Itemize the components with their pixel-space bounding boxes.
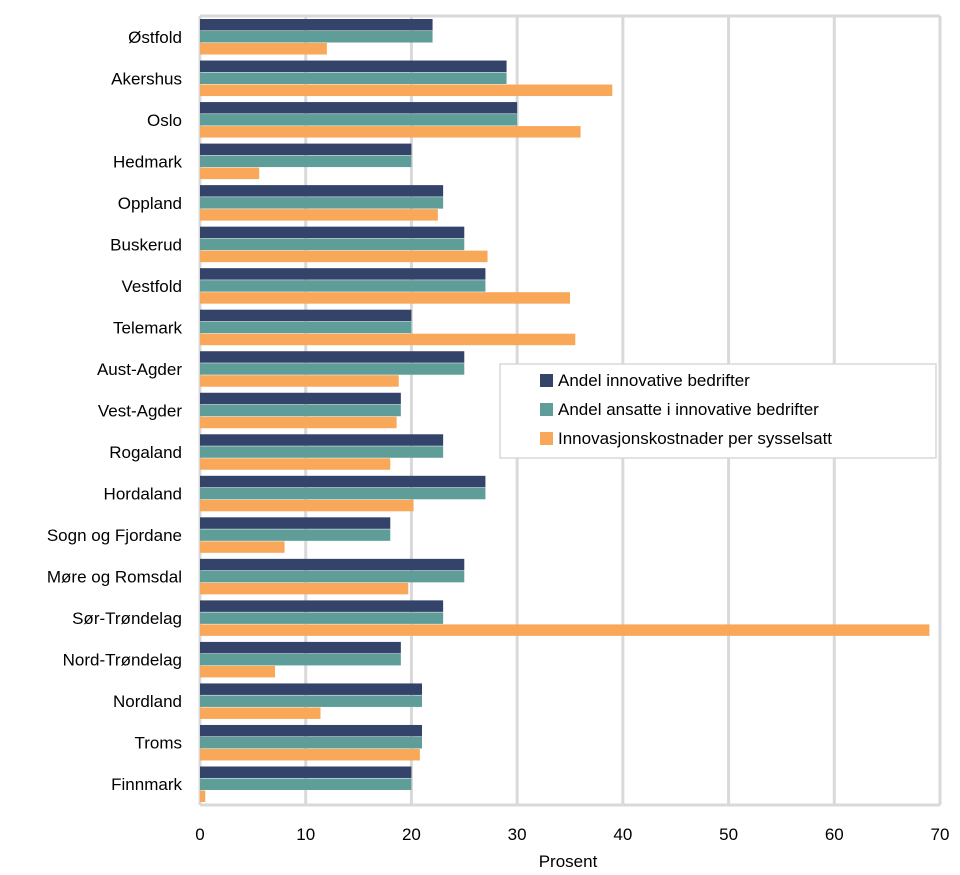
legend-label: Andel innovative bedrifter [558, 371, 750, 390]
bar [200, 458, 391, 470]
x-axis-title: Prosent [539, 852, 598, 871]
x-tick-label: 50 [719, 825, 738, 844]
category-label: Nordland [113, 692, 182, 711]
x-tick-label: 70 [931, 825, 950, 844]
category-label: Hordaland [104, 485, 182, 504]
bar [200, 570, 465, 583]
bar [200, 475, 486, 488]
category-label: Vest-Agder [98, 402, 182, 421]
bar [200, 392, 401, 405]
legend-swatch [540, 403, 553, 416]
bar [200, 641, 401, 654]
bar [200, 724, 422, 737]
x-tick-labels: 0 10 20 30 40 50 60 70 [195, 825, 949, 844]
bar [200, 612, 444, 624]
bars [200, 19, 930, 802]
category-label: Møre og Romsdal [47, 568, 182, 587]
bar [200, 748, 420, 761]
bar [200, 778, 412, 790]
category-label: Troms [134, 734, 182, 753]
bar [200, 72, 507, 85]
legend-swatch [540, 432, 553, 445]
bar [200, 499, 414, 512]
bar [200, 487, 486, 500]
bar [200, 309, 412, 322]
bar [200, 375, 399, 387]
x-tick-label: 30 [508, 825, 527, 844]
bar [200, 766, 412, 778]
category-label: Østfold [128, 28, 182, 47]
bar [200, 333, 576, 346]
bar [200, 280, 486, 292]
bar [200, 155, 412, 168]
bar [200, 321, 412, 334]
bar [200, 416, 397, 429]
bar [200, 446, 444, 458]
bar [200, 653, 401, 666]
bar [200, 126, 581, 138]
bar [200, 434, 444, 446]
bar [200, 582, 409, 595]
category-label: Buskerud [110, 235, 182, 254]
bar [200, 268, 486, 280]
category-label: Sør-Trøndelag [72, 609, 182, 628]
category-labels: Østfold Akershus Oslo Hedmark Oppland Buskeru… [47, 28, 183, 794]
category-label: Oppland [118, 194, 182, 213]
bar [200, 517, 391, 529]
legend-swatch [540, 374, 553, 387]
category-label: Aust-Agder [97, 360, 182, 379]
bar [200, 683, 422, 695]
bar [200, 736, 422, 749]
category-label: Rogaland [109, 443, 182, 462]
x-tick-label: 60 [825, 825, 844, 844]
bar [200, 114, 518, 126]
bar [200, 600, 444, 612]
legend: Andel innovative bedrifter Andel ansatte … [499, 363, 937, 459]
bar [200, 404, 401, 417]
bar [200, 143, 412, 156]
bar [200, 60, 507, 73]
x-tick-label: 10 [296, 825, 315, 844]
category-label: Sogn og Fjordane [47, 526, 182, 545]
x-tick-label: 40 [613, 825, 632, 844]
legend-label: Innovasjonskostnader per sysselsatt [558, 429, 832, 448]
legend-box [499, 363, 937, 459]
bar [200, 363, 465, 375]
bar [200, 31, 433, 43]
category-label: Oslo [147, 111, 182, 130]
bar [200, 624, 930, 636]
bar [200, 43, 327, 55]
bar [200, 529, 391, 541]
bar [200, 292, 570, 304]
bar [200, 250, 488, 263]
x-tick-label: 20 [402, 825, 421, 844]
bar [200, 197, 444, 209]
bar [200, 541, 285, 553]
bar [200, 102, 518, 114]
legend-label: Andel ansatte i innovative bedrifter [558, 400, 819, 419]
x-tick-label: 0 [195, 825, 204, 844]
category-label: Nord-Trøndelag [63, 651, 182, 670]
bar [200, 695, 422, 707]
category-label: Akershus [111, 69, 182, 88]
bar [200, 185, 444, 197]
bar [200, 19, 433, 31]
bar [200, 351, 465, 363]
bar [200, 226, 465, 239]
bar [200, 665, 276, 678]
bar [200, 238, 465, 251]
bar [200, 558, 465, 571]
bar [200, 167, 260, 180]
bar [200, 707, 321, 719]
category-label: Finnmark [111, 775, 182, 794]
bar [200, 790, 206, 802]
bar [200, 209, 438, 221]
category-label: Hedmark [113, 152, 182, 171]
category-label: Vestfold [122, 277, 183, 296]
category-label: Telemark [113, 318, 182, 337]
bar [200, 84, 613, 97]
